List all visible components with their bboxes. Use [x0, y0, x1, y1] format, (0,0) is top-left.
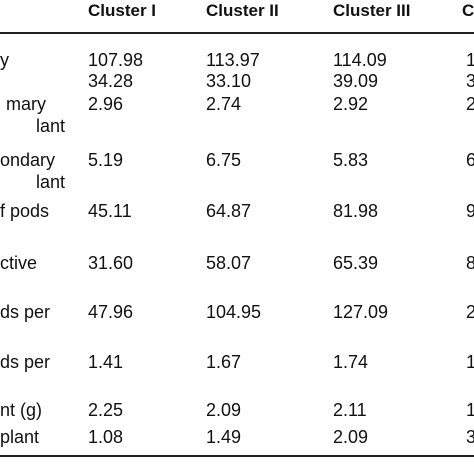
- cell: 114.09: [333, 50, 387, 70]
- cell: 58.07: [206, 253, 252, 273]
- cell: 2.09: [206, 400, 242, 420]
- cell: 5.19: [88, 150, 124, 170]
- cell: 33.10: [206, 71, 252, 91]
- bottom-rule: [0, 455, 474, 457]
- row-label: lant: [36, 116, 66, 136]
- cell: 45.11: [88, 201, 132, 221]
- cell: 64.87: [206, 201, 252, 221]
- cell: 1: [466, 352, 474, 372]
- header-rule: [0, 32, 474, 34]
- cell: 113.97: [206, 50, 260, 70]
- cell: 39.09: [333, 71, 379, 91]
- cell: 81.98: [333, 201, 379, 221]
- row-label: ctive: [0, 253, 38, 273]
- cell: 31.60: [88, 253, 134, 273]
- row-label: ds per: [0, 302, 51, 322]
- cell: 3: [466, 71, 474, 91]
- row-label: plant: [0, 427, 40, 447]
- column-header: C: [462, 1, 474, 20]
- cell: 2: [466, 302, 474, 322]
- column-header: Cluster II: [206, 1, 279, 20]
- cell: 6: [466, 150, 474, 170]
- cell: 2.74: [206, 94, 242, 114]
- cell: 104.95: [206, 302, 262, 322]
- cell: 1.49: [206, 427, 242, 447]
- cell: 2.09: [333, 427, 369, 447]
- cell: 2.11: [333, 400, 367, 420]
- row-label: f pods: [0, 201, 50, 221]
- cell: 2: [466, 94, 474, 114]
- cell: 2.25: [88, 400, 124, 420]
- cell: 1.74: [333, 352, 369, 372]
- cell: 1.67: [206, 352, 242, 372]
- row-label: nt (g): [0, 400, 43, 420]
- row-label: y: [0, 50, 9, 70]
- cell: 1: [466, 400, 474, 420]
- cell: 34.28: [88, 71, 134, 91]
- cell: 65.39: [333, 253, 379, 273]
- cell: 6.75: [206, 150, 242, 170]
- row-label: ds per: [0, 352, 51, 372]
- cell: 1.41: [88, 352, 124, 372]
- row-label: ondary: [0, 150, 56, 170]
- cell: 5.83: [333, 150, 369, 170]
- cell: 127.09: [333, 302, 389, 322]
- cell: 8: [466, 253, 474, 273]
- cell: 3: [466, 427, 474, 447]
- cell: 47.96: [88, 302, 134, 322]
- cell: 2.92: [333, 94, 369, 114]
- row-label: mary: [6, 94, 46, 114]
- cell: 2.96: [88, 94, 124, 114]
- cell: 1: [466, 50, 474, 70]
- column-header: Cluster III: [333, 1, 411, 20]
- column-header: Cluster I: [88, 1, 157, 20]
- row-label: lant: [36, 172, 66, 192]
- cell: 9: [466, 201, 474, 221]
- cell: 107.98: [88, 50, 144, 70]
- cell: 1.08: [88, 427, 124, 447]
